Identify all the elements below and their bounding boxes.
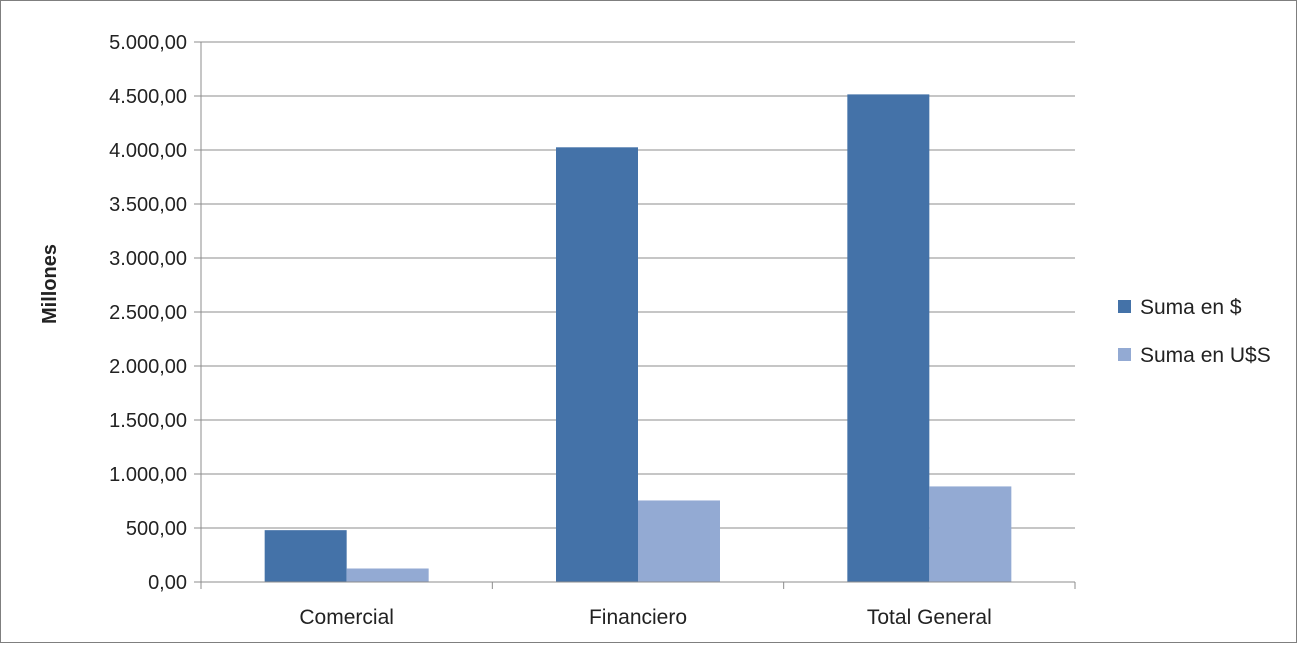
y-axis-ticks: 0,00 500,00 1.000,00 1.500,00 2.000,00 2.500,… bbox=[109, 32, 187, 594]
bar-usd bbox=[346, 568, 429, 582]
bar-pesos bbox=[847, 94, 930, 582]
y-tick-label: 1.500,00 bbox=[109, 410, 187, 432]
y-tick-label: 500,00 bbox=[126, 518, 187, 540]
y-tick-label: 4.000,00 bbox=[109, 140, 187, 162]
legend-label: Suma en U$S bbox=[1140, 344, 1271, 367]
x-axis-categories: Comercial Financiero Total General bbox=[299, 606, 991, 629]
y-tick-label: 5.000,00 bbox=[109, 32, 187, 54]
legend-label: Suma en $ bbox=[1140, 296, 1242, 319]
legend-swatch bbox=[1118, 300, 1131, 313]
y-tick-label: 2.500,00 bbox=[109, 302, 187, 324]
x-category-label: Financiero bbox=[589, 606, 687, 629]
y-tick-label: 3.500,00 bbox=[109, 194, 187, 216]
bar-usd bbox=[638, 500, 720, 582]
legend-swatch bbox=[1118, 348, 1131, 361]
bar-usd bbox=[929, 486, 1012, 582]
y-tick-label: 4.500,00 bbox=[109, 86, 187, 108]
bar-pesos bbox=[264, 530, 347, 582]
axes bbox=[200, 42, 1076, 589]
y-axis-label: Millones bbox=[39, 244, 61, 324]
y-tick-label: 3.000,00 bbox=[109, 248, 187, 270]
y-tick-label: 0,00 bbox=[148, 572, 187, 594]
bar-pesos bbox=[556, 147, 638, 583]
y-tick-label: 2.000,00 bbox=[109, 356, 187, 378]
x-category-label: Comercial bbox=[299, 606, 394, 629]
bars bbox=[264, 94, 1012, 583]
y-tick-label: 1.000,00 bbox=[109, 464, 187, 486]
legend: Suma en $ Suma en U$S bbox=[1118, 296, 1271, 367]
x-category-label: Total General bbox=[867, 606, 992, 629]
